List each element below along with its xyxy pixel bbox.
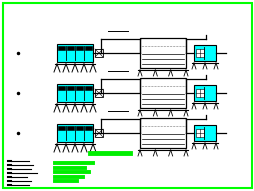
Bar	[139, 38, 185, 68]
Bar	[139, 118, 185, 148]
Bar	[58, 126, 65, 130]
Bar	[95, 89, 103, 97]
Bar	[58, 86, 65, 90]
Bar	[57, 124, 93, 142]
Bar	[193, 85, 215, 101]
Bar	[85, 46, 92, 50]
Bar	[195, 49, 203, 57]
Bar	[85, 126, 92, 130]
Bar	[57, 84, 93, 102]
Bar	[85, 86, 92, 90]
Bar	[67, 86, 74, 90]
Bar	[95, 129, 103, 137]
Bar	[76, 86, 83, 90]
Bar	[67, 126, 74, 130]
Bar	[193, 125, 215, 141]
Bar	[95, 49, 103, 57]
Bar	[67, 46, 74, 50]
Bar	[57, 44, 93, 62]
Bar	[76, 46, 83, 50]
Bar	[193, 45, 215, 61]
Bar	[58, 46, 65, 50]
Bar	[76, 126, 83, 130]
Bar	[195, 129, 203, 137]
Bar	[195, 89, 203, 97]
Bar	[139, 78, 185, 108]
